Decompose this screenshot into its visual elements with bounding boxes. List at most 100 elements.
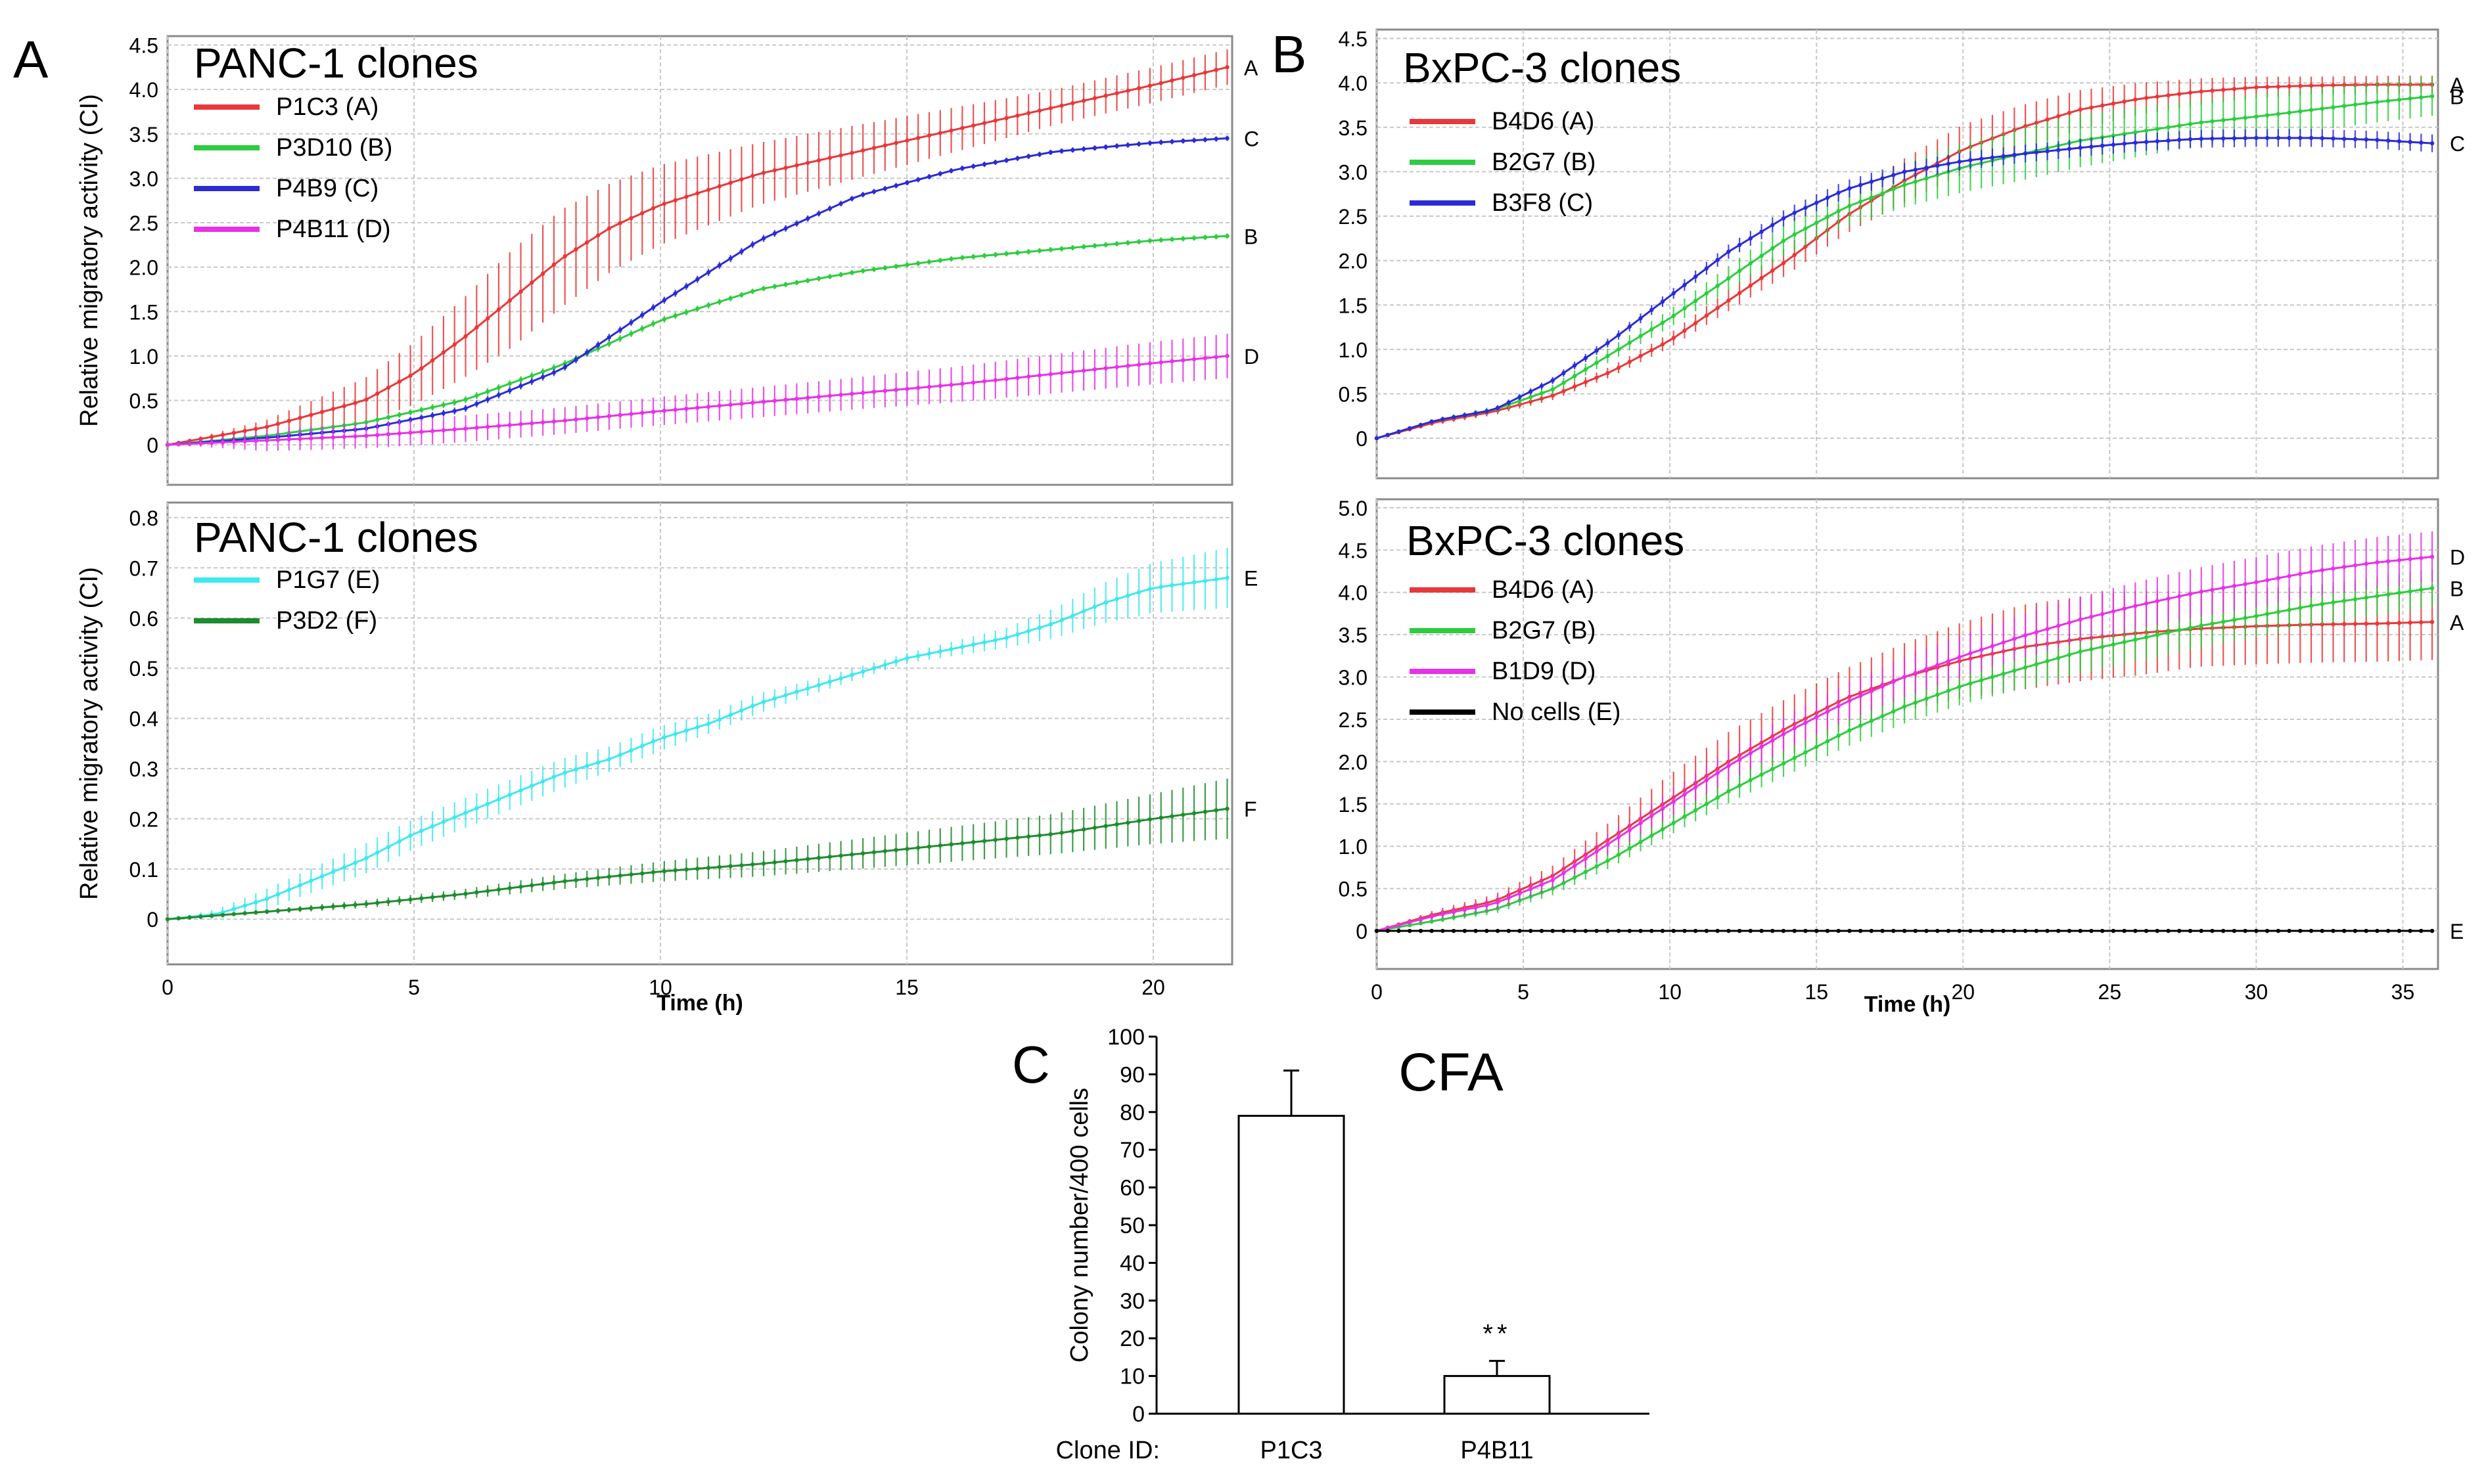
y-tick-label: 40 bbox=[1120, 1251, 1145, 1276]
series-line bbox=[167, 807, 1228, 920]
y-tick-label: 0.4 bbox=[129, 708, 158, 731]
y-tick-label: 1.0 bbox=[1339, 338, 1368, 362]
legend-label: P1G7 (E) bbox=[276, 566, 380, 594]
series-end-label: D bbox=[1244, 345, 1259, 369]
y-tick-label: 3.0 bbox=[129, 167, 158, 191]
y-tick-label: 0.5 bbox=[129, 390, 158, 413]
legend-label: P4B9 (C) bbox=[276, 175, 379, 202]
x-axis-label: Time (h) bbox=[656, 991, 743, 1016]
x-tick-label: 0 bbox=[162, 976, 173, 999]
y-tick-label: 4.0 bbox=[1339, 72, 1368, 95]
chart-bxpc3-bottom: 0 0.5 1.0 1.5 2.0 2.5 3.0 3.5 4.0 4.5 5.0 0 5 10 15 20 2… bbox=[1339, 497, 2466, 1017]
y-tick-label: 3.0 bbox=[1339, 666, 1368, 690]
y-tick-label: 0.1 bbox=[129, 858, 158, 882]
x-tick-label: 35 bbox=[2391, 980, 2415, 1004]
y-tick-label: 30 bbox=[1120, 1289, 1145, 1314]
chart-panc1-top: 0 0.5 1.0 1.5 2.0 2.5 3.0 3.5 4.0 4.5 Relative mig… bbox=[76, 34, 1259, 486]
series-D bbox=[1374, 531, 2435, 933]
legend-label: B2G7 (B) bbox=[1492, 148, 1596, 176]
y-tick-label: 70 bbox=[1120, 1138, 1145, 1163]
chart-title: BxPC-3 clones bbox=[1403, 44, 1681, 91]
series-end-label: E bbox=[1244, 567, 1258, 591]
y-tick-label: 1.5 bbox=[1339, 793, 1368, 817]
y-tick-label: 1.5 bbox=[1339, 294, 1368, 317]
series-line bbox=[1376, 556, 2433, 932]
y-tick-label: 0 bbox=[1132, 1402, 1145, 1427]
legend-label: No cells (E) bbox=[1492, 698, 1621, 726]
series-E bbox=[1374, 928, 2435, 933]
y-tick-label: 2.0 bbox=[129, 256, 158, 280]
y-tick-label: 4.0 bbox=[129, 78, 158, 102]
series-end-label: A bbox=[2450, 611, 2464, 635]
y-tick-label: 3.5 bbox=[1339, 116, 1368, 140]
chart-bxpc3-top: 0 0.5 1.0 1.5 2.0 2.5 3.0 3.5 4.0 4.5 AB C BxPC-3 cl… bbox=[1339, 28, 2465, 480]
x-tick-label: 30 bbox=[2245, 980, 2268, 1004]
legend-label: B3F8 (C) bbox=[1492, 189, 1593, 217]
bar-P1C3 bbox=[1237, 1115, 1345, 1415]
y-tick-label: 2.5 bbox=[1339, 708, 1368, 732]
y-tick-label: 2.5 bbox=[1339, 205, 1368, 229]
y-tick-label: 1.0 bbox=[1339, 835, 1368, 859]
y-tick-label: 4.5 bbox=[129, 34, 158, 58]
series-end-label: B bbox=[1244, 225, 1258, 248]
y-tick-label: 0.6 bbox=[129, 607, 158, 631]
series-end-label: A bbox=[2450, 74, 2464, 97]
series-end-label: B bbox=[2450, 577, 2464, 600]
y-tick-label: 0.5 bbox=[1339, 383, 1368, 407]
y-tick-label: 0.7 bbox=[129, 556, 158, 580]
y-tick-label: 4.0 bbox=[1339, 581, 1368, 605]
y-tick-label: 2.0 bbox=[1339, 250, 1368, 273]
legend-label: B4D6 (A) bbox=[1492, 108, 1594, 135]
y-tick-label: 3.5 bbox=[129, 123, 158, 146]
series-end-label: E bbox=[2450, 920, 2464, 943]
legend-label: P1C3 (A) bbox=[276, 93, 379, 121]
y-tick-label: 100 bbox=[1107, 1025, 1145, 1050]
series-line bbox=[1376, 137, 2433, 439]
chart-title: BxPC-3 clones bbox=[1406, 517, 1684, 564]
y-tick-label: 60 bbox=[1120, 1176, 1145, 1201]
panel-label-b: B bbox=[1272, 25, 1306, 83]
x-tick-label: 5 bbox=[1517, 980, 1529, 1004]
plot-area bbox=[1375, 28, 2439, 480]
legend-label: B4D6 (A) bbox=[1492, 576, 1594, 604]
x-axis-label: Time (h) bbox=[1864, 992, 1951, 1017]
series-end-label: C bbox=[1244, 127, 1259, 151]
y-tick-label: 0 bbox=[147, 434, 158, 457]
series-D bbox=[165, 334, 1230, 451]
y-tick-label: 3.0 bbox=[1339, 160, 1368, 184]
series-end-label: A bbox=[1244, 56, 1258, 79]
series-F bbox=[165, 778, 1230, 922]
series-line bbox=[1376, 95, 2433, 439]
series-line bbox=[167, 577, 1228, 920]
bar-P4B11 bbox=[1443, 1375, 1551, 1415]
y-tick-label: 2.5 bbox=[129, 212, 158, 235]
y-tick-label: 0.3 bbox=[129, 757, 158, 781]
category-label: P1C3 bbox=[1260, 1437, 1322, 1464]
chart-title: CFA bbox=[1398, 1043, 1504, 1102]
legend-label: P3D2 (F) bbox=[276, 607, 377, 635]
plot-area bbox=[166, 35, 1233, 486]
x-tick-label: 15 bbox=[1805, 980, 1828, 1004]
y-axis-label: Relative migratory activity (CI) bbox=[76, 94, 103, 427]
y-axis-label: Colony number/400 cells bbox=[1066, 1088, 1093, 1362]
y-tick-label: 90 bbox=[1120, 1062, 1145, 1087]
panel-label-c: C bbox=[1012, 1035, 1050, 1094]
chart-title: PANC-1 clones bbox=[194, 514, 478, 561]
legend-label: B2G7 (B) bbox=[1492, 617, 1596, 644]
y-tick-label: 4.5 bbox=[1339, 539, 1368, 562]
series-C bbox=[1374, 129, 2435, 441]
y-tick-label: 20 bbox=[1120, 1326, 1145, 1351]
series-A bbox=[165, 49, 1230, 447]
y-tick-label: 1.0 bbox=[129, 345, 158, 369]
y-tick-label: 0.5 bbox=[129, 657, 158, 681]
x-tick-label: 0 bbox=[1371, 980, 1383, 1004]
y-tick-label: 10 bbox=[1120, 1364, 1145, 1389]
series-line bbox=[167, 66, 1228, 446]
y-tick-label: 5.0 bbox=[1339, 497, 1368, 520]
legend-label: P4B11 (D) bbox=[276, 215, 391, 243]
category-label: P4B11 bbox=[1460, 1437, 1533, 1464]
y-tick-label: 1.5 bbox=[129, 300, 158, 324]
chart-cfa: 0 10 20 30 40 50 60 70 80 90 100 P1C3 P4B11 ** CFA Clon… bbox=[1056, 1025, 1649, 1464]
significance-marker: ** bbox=[1483, 1320, 1511, 1349]
series-end-label: C bbox=[2450, 132, 2465, 156]
